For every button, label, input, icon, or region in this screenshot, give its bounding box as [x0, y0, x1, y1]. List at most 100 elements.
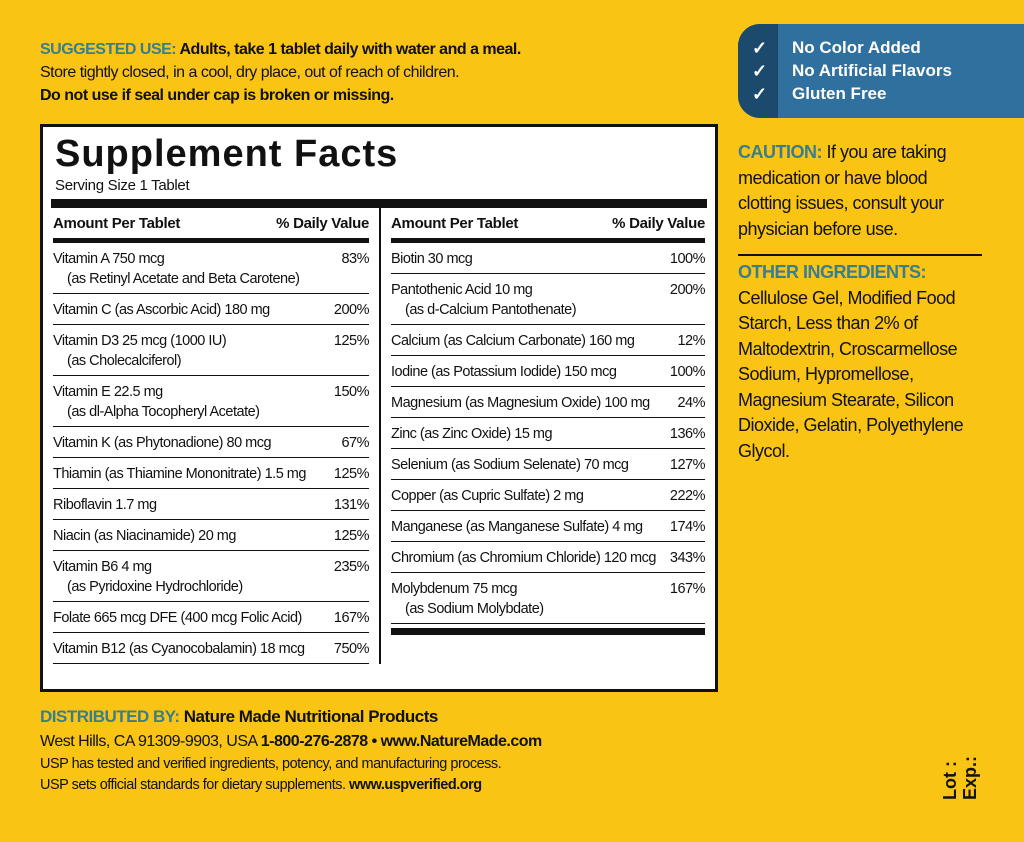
- facts-column-right: Amount Per Tablet % Daily Value Biotin 30…: [379, 208, 707, 664]
- nutrient-name: Vitamin C (as Ascorbic Acid) 180 mg: [53, 302, 270, 318]
- usp-text: USP sets official standards for dietary …: [40, 777, 350, 793]
- nutrient-row: Folate 665 mcg DFE (400 mcg Folic Acid) 1…: [53, 602, 370, 633]
- nutrient-source: (as Cholecalciferol): [67, 353, 182, 369]
- nutrient-name: Vitamin E 22.5 mg: [53, 384, 163, 400]
- suggested-use-label: SUGGESTED USE:: [40, 41, 177, 58]
- nutrient-name: Manganese (as Manganese Sulfate) 4 mg: [391, 519, 643, 535]
- check-icon: ✓: [752, 38, 768, 58]
- nutrient-name: Copper (as Cupric Sulfate) 2 mg: [391, 488, 584, 504]
- nutrient-row: Selenium (as Sodium Selenate) 70 mcg 127%: [391, 449, 706, 480]
- nutrient-name: Magnesium (as Magnesium Oxide) 100 mg: [391, 395, 650, 411]
- nutrient-name: Folate 665 mcg DFE (400 mcg Folic Acid): [53, 610, 302, 626]
- nutrient-row: Zinc (as Zinc Oxide) 15 mg 136%: [391, 418, 706, 449]
- claim: No Color Added: [792, 38, 921, 57]
- nutrient-row: Magnesium (as Magnesium Oxide) 100 mg 24%: [391, 387, 705, 418]
- daily-value: 127%: [669, 457, 706, 473]
- nutrient-row: Copper (as Cupric Sulfate) 2 mg 222%: [391, 480, 706, 511]
- nutrient-name: Vitamin K (as Phytonadione) 80 mcg: [53, 435, 272, 451]
- nutrient-name: Calcium (as Calcium Carbonate) 160 mg: [391, 333, 635, 349]
- daily-value: 343%: [669, 550, 706, 566]
- lot-exp: Lot : Exp.:: [940, 756, 980, 800]
- daily-value: 125%: [333, 528, 370, 544]
- nutrient-row: Riboflavin 1.7 mg 131%: [53, 489, 370, 520]
- nutrient-name: Chromium (as Chromium Chloride) 120 mcg: [391, 550, 656, 566]
- nutrient-name: Selenium (as Sodium Selenate) 70 mcg: [391, 457, 629, 473]
- facts-column-left: Amount Per Tablet % Daily Value Vitamin A…: [51, 208, 379, 664]
- divider: [53, 238, 369, 243]
- nutrient-name: Iodine (as Potassium Iodide) 150 mcg: [391, 364, 617, 380]
- daily-value: 83%: [341, 251, 369, 267]
- nutrient-source: (as dl-Alpha Tocopheryl Acetate): [67, 404, 260, 420]
- nutrient-row: Vitamin B6 4 mg (as Pyridoxine Hydrochlor…: [53, 551, 370, 602]
- daily-value: 167%: [669, 581, 706, 597]
- usp-link: www.uspverified.org: [349, 777, 482, 793]
- nutrient-source: (as Pyridoxine Hydrochloride): [67, 579, 243, 595]
- nutrient-row: Vitamin K (as Phytonadione) 80 mcg 67%: [53, 427, 369, 458]
- address: West Hills, CA 91309-9903, USA: [40, 733, 261, 750]
- nutrient-row: Iodine (as Potassium Iodide) 150 mcg 100%: [391, 356, 706, 387]
- other-ingredients: OTHER INGREDIENTS: Cellulose Gel, Modifi…: [738, 260, 978, 464]
- header-amount: Amount Per Tablet: [391, 214, 519, 232]
- nutrient-name: Pantothenic Acid 10 mg: [391, 282, 533, 298]
- daily-value: 167%: [333, 610, 370, 626]
- daily-value: 174%: [669, 519, 706, 535]
- nutrient-row: Chromium (as Chromium Chloride) 120 mcg 3…: [391, 542, 706, 573]
- usp-text: USP has tested and verified ingredients,…: [40, 756, 502, 772]
- claim: No Artificial Flavors: [792, 61, 952, 80]
- header-dv: % Daily Value: [276, 214, 369, 232]
- caution-text: If you are taking medication or have blo…: [738, 142, 947, 239]
- exp-label: Exp.:: [960, 755, 980, 800]
- supplement-facts-panel: Supplement Facts Serving Size 1 Tablet A…: [40, 124, 718, 692]
- ingredients-label: OTHER INGREDIENTS:: [738, 262, 927, 282]
- nutrient-name: Thiamin (as Thiamine Mononitrate) 1.5 mg: [53, 466, 306, 482]
- lot-label: Lot :: [940, 761, 960, 800]
- nutrient-row: Vitamin B12 (as Cyanocobalamin) 18 mcg 75…: [53, 633, 370, 664]
- daily-value: 24%: [677, 395, 705, 411]
- daily-value: 150%: [333, 384, 370, 400]
- daily-value: 750%: [333, 641, 370, 657]
- header-dv: % Daily Value: [612, 214, 705, 232]
- ingredients-text: Cellulose Gel, Modified Food Starch, Les…: [738, 287, 964, 461]
- claim: Gluten Free: [792, 84, 887, 103]
- storage-text: Store tightly closed, in a cool, dry pla…: [40, 64, 460, 81]
- nutrient-source: (as Sodium Molybdate): [405, 601, 544, 617]
- nutrient-row: Niacin (as Niacinamide) 20 mg 125%: [53, 520, 370, 551]
- nutrient-name: Biotin 30 mcg: [391, 251, 473, 267]
- nutrient-name: Riboflavin 1.7 mg: [53, 497, 157, 513]
- header-amount: Amount Per Tablet: [53, 214, 181, 232]
- nutrient-name: Vitamin B12 (as Cyanocobalamin) 18 mcg: [53, 641, 305, 657]
- nutrient-row: Vitamin C (as Ascorbic Acid) 180 mg 200%: [53, 294, 370, 325]
- nutrient-row: Vitamin A 750 mcg (as Retinyl Acetate and…: [53, 243, 369, 294]
- nutrient-row: Calcium (as Calcium Carbonate) 160 mg 12%: [391, 325, 705, 356]
- suggested-use-text: Adults, take 1 tablet daily with water a…: [176, 41, 521, 58]
- nutrient-row: Vitamin D3 25 mcg (1000 IU) (as Cholecalc…: [53, 325, 370, 376]
- daily-value: 100%: [669, 364, 706, 380]
- claims-badge: ✓ No Color Added ✓ No Artificial Flavors ✓…: [738, 24, 1024, 118]
- daily-value: 125%: [333, 333, 370, 349]
- daily-value: 136%: [669, 426, 706, 442]
- nutrient-name: Niacin (as Niacinamide) 20 mg: [53, 528, 236, 544]
- nutrient-source: (as Retinyl Acetate and Beta Carotene): [67, 271, 300, 287]
- phone-website: 1-800-276-2878 • www.NatureMade.com: [260, 733, 542, 750]
- daily-value: 131%: [333, 497, 370, 513]
- check-icon: ✓: [752, 84, 768, 104]
- nutrient-row: Molybdenum 75 mcg (as Sodium Molybdate) 16…: [391, 573, 706, 624]
- distributor-info: DISTRIBUTED BY: Nature Made Nutritional …: [40, 705, 542, 796]
- daily-value: 67%: [341, 435, 369, 451]
- check-icon: ✓: [752, 61, 768, 81]
- facts-title: Supplement Facts: [55, 133, 399, 175]
- daily-value: 222%: [669, 488, 706, 504]
- nutrient-row: Biotin 30 mcg 100%: [391, 243, 706, 274]
- nutrient-source: (as d-Calcium Pantothenate): [405, 302, 577, 318]
- nutrient-name: Vitamin D3 25 mcg (1000 IU): [53, 333, 227, 349]
- serving-size: Serving Size 1 Tablet: [55, 177, 190, 194]
- nutrient-name: Zinc (as Zinc Oxide) 15 mg: [391, 426, 553, 442]
- daily-value: 125%: [333, 466, 370, 482]
- daily-value: 12%: [677, 333, 705, 349]
- nutrient-row: Manganese (as Manganese Sulfate) 4 mg 174…: [391, 511, 706, 542]
- divider: [391, 628, 705, 635]
- daily-value: 200%: [669, 282, 706, 298]
- divider: [391, 238, 705, 243]
- caution: CAUTION: If you are taking medication or…: [738, 140, 978, 242]
- divider: [51, 199, 707, 208]
